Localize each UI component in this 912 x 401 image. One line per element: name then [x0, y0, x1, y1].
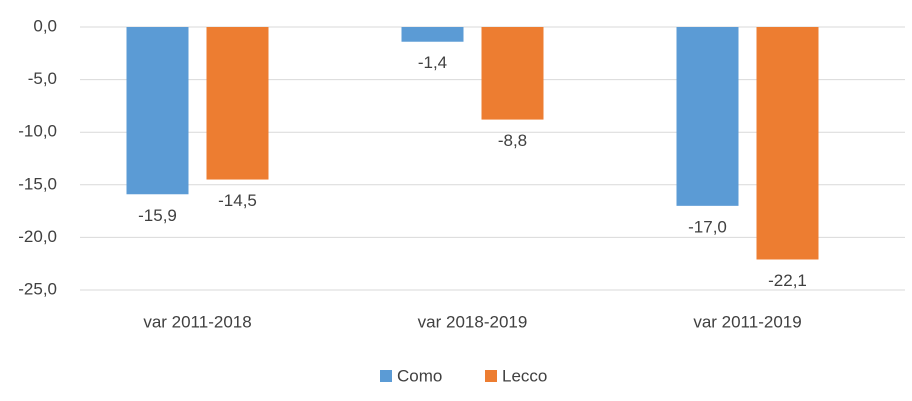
data-label: -22,1 — [768, 271, 807, 290]
data-label: -1,4 — [418, 53, 447, 72]
legend-label: Como — [397, 366, 442, 385]
bar — [126, 27, 189, 195]
legend-swatch — [380, 370, 392, 382]
x-tick-label: var 2011-2019 — [693, 312, 801, 331]
data-label: -15,9 — [138, 206, 177, 225]
data-label: -17,0 — [688, 217, 727, 236]
bar — [756, 27, 819, 260]
y-tick-label: -20,0 — [18, 227, 57, 246]
bar — [401, 27, 464, 42]
y-tick-label: -25,0 — [18, 279, 57, 298]
y-tick-label: 0,0 — [33, 16, 57, 35]
bar — [481, 27, 544, 120]
legend-swatch — [485, 370, 497, 382]
y-tick-label: -5,0 — [28, 69, 57, 88]
y-tick-label: -10,0 — [18, 122, 57, 141]
x-tick-label: var 2018-2019 — [418, 312, 528, 331]
y-tick-label: -15,0 — [18, 174, 57, 193]
x-tick-label: var 2011-2018 — [143, 312, 251, 331]
legend-label: Lecco — [502, 366, 547, 385]
bar — [206, 27, 269, 180]
bar — [676, 27, 739, 206]
data-label: -8,8 — [498, 131, 527, 150]
data-label: -14,5 — [218, 191, 257, 210]
